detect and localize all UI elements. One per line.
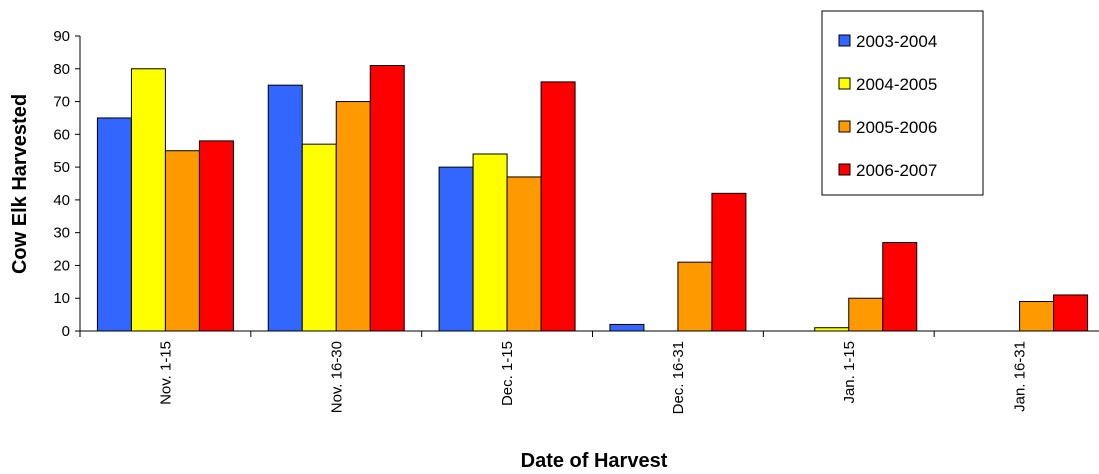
bar: [130, 68, 166, 332]
legend: 2003-2004 2004-2005 2005-2006 2006-2007: [821, 10, 984, 196]
x-axis-title: Date of Harvest: [521, 450, 668, 472]
bar: [1019, 301, 1055, 332]
legend-swatch: [838, 163, 851, 176]
legend-swatch: [838, 120, 851, 133]
y-tick-label: 40: [53, 192, 70, 209]
y-tick-label: 80: [53, 61, 70, 78]
bar: [882, 242, 918, 332]
y-tick-label: 10: [53, 290, 70, 307]
bar: [814, 327, 850, 332]
bar: [164, 150, 200, 332]
bar: [609, 323, 645, 332]
bar: [711, 192, 747, 332]
x-tick-label: Jan. 1-15: [841, 341, 858, 404]
y-tick-label: 70: [53, 94, 70, 111]
legend-label: 2004-2005: [856, 75, 937, 94]
y-tick-label: 30: [53, 225, 70, 242]
x-axis: Nov. 1-15 Nov. 16-30 Dec. 1-15 Dec. 16-31 Ja…: [79, 330, 1099, 414]
bar: [677, 261, 713, 332]
bar: [540, 81, 576, 332]
x-tick-label: Jan. 16-31: [1012, 341, 1029, 412]
legend-label: 2003-2004: [856, 32, 937, 51]
bar: [848, 297, 884, 332]
y-tick-label: 0: [62, 323, 70, 340]
bar: [198, 140, 234, 332]
x-tick-label: Dec. 1-15: [499, 341, 516, 406]
bar: [1053, 294, 1089, 332]
bar: [369, 65, 405, 332]
bar: [301, 143, 337, 332]
y-tick-label: 60: [53, 126, 70, 143]
y-axis: 0 10 20 30 40 50 60 70 80 90: [53, 28, 81, 340]
bar: [506, 176, 542, 332]
y-tick-label: 90: [53, 28, 70, 45]
bar: [472, 153, 508, 332]
x-tick-label: Nov. 16-30: [328, 341, 345, 413]
bars: [96, 65, 1089, 332]
x-tick-label: Nov. 1-15: [157, 341, 174, 405]
bar: [438, 166, 474, 332]
bar: [96, 117, 132, 332]
legend-swatch: [838, 77, 851, 90]
legend-label: 2006-2007: [856, 161, 937, 180]
bar: [267, 84, 303, 332]
y-tick-label: 20: [53, 257, 70, 274]
y-tick-label: 50: [53, 159, 70, 176]
bar: [335, 101, 371, 332]
legend-swatch: [838, 34, 851, 47]
x-tick-label: Dec. 16-31: [670, 341, 687, 414]
y-axis-title: Cow Elk Harvested: [9, 94, 31, 274]
legend-label: 2005-2006: [856, 118, 937, 137]
